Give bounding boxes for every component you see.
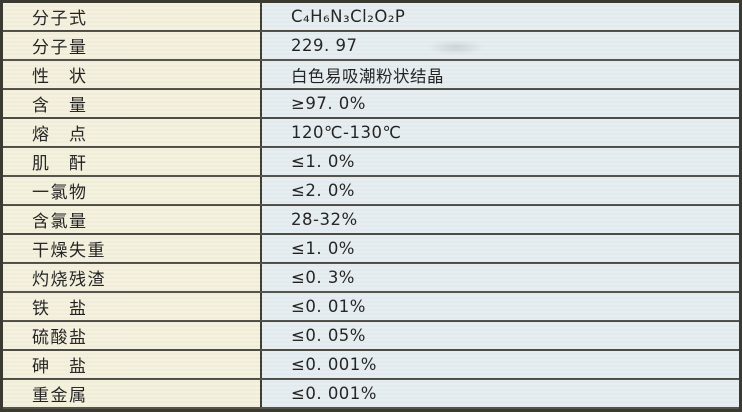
sulfate-value: ≤0. 05%: [262, 322, 739, 349]
creatinine-value: ≤1. 0%: [262, 148, 739, 175]
ignition-residue-label: 灼烧残渣: [3, 264, 262, 291]
heavy-metals-label: 重金属: [3, 380, 262, 407]
iron-salt-label: 铁 盐: [3, 293, 262, 320]
monochloride-value: ≤2. 0%: [262, 177, 739, 204]
ignition-residue-value: ≤0. 3%: [262, 264, 739, 291]
molecular-weight-label: 分子量: [3, 32, 262, 59]
row-appearance: 性 状 白色易吸潮粉状结晶: [3, 61, 739, 90]
monochloride-label: 一氯物: [3, 177, 262, 204]
row-heavy-metals: 重金属 ≤0. 001%: [3, 380, 739, 409]
appearance-label: 性 状: [3, 61, 262, 88]
arsenic-salt-value: ≤0. 001%: [262, 351, 739, 378]
row-creatinine: 肌 酐 ≤1. 0%: [3, 148, 739, 177]
creatinine-label: 肌 酐: [3, 148, 262, 175]
loss-on-drying-value: ≤1. 0%: [262, 235, 739, 262]
molecular-weight-value: 229. 97: [262, 32, 739, 59]
sulfate-label: 硫酸盐: [3, 322, 262, 349]
row-assay: 含 量 ≥97. 0%: [3, 90, 739, 119]
arsenic-salt-label: 砷 盐: [3, 351, 262, 378]
iron-salt-value: ≤0. 01%: [262, 293, 739, 320]
melting-point-label: 熔 点: [3, 119, 262, 146]
molecular-formula-label: 分子式: [3, 3, 262, 30]
appearance-value: 白色易吸潮粉状结晶: [262, 61, 739, 88]
chlorine-content-value: 28-32%: [262, 206, 739, 233]
row-sulfate: 硫酸盐 ≤0. 05%: [3, 322, 739, 351]
loss-on-drying-label: 干燥失重: [3, 235, 262, 262]
assay-value: ≥97. 0%: [262, 90, 739, 117]
row-melting-point: 熔 点 120℃-130℃: [3, 119, 739, 148]
row-loss-on-drying: 干燥失重 ≤1. 0%: [3, 235, 739, 264]
chlorine-content-label: 含氯量: [3, 206, 262, 233]
molecular-formula-value: C₄H₆N₃Cl₂O₂P: [262, 3, 739, 30]
assay-label: 含 量: [3, 90, 262, 117]
row-iron-salt: 铁 盐 ≤0. 01%: [3, 293, 739, 322]
melting-point-value: 120℃-130℃: [262, 119, 739, 146]
heavy-metals-value: ≤0. 001%: [262, 380, 739, 407]
row-molecular-formula: 分子式 C₄H₆N₃Cl₂O₂P: [3, 3, 739, 32]
row-monochloride: 一氯物 ≤2. 0%: [3, 177, 739, 206]
row-arsenic-salt: 砷 盐 ≤0. 001%: [3, 351, 739, 380]
row-molecular-weight: 分子量 229. 97: [3, 32, 739, 61]
row-chlorine-content: 含氯量 28-32%: [3, 206, 739, 235]
row-ignition-residue: 灼烧残渣 ≤0. 3%: [3, 264, 739, 293]
